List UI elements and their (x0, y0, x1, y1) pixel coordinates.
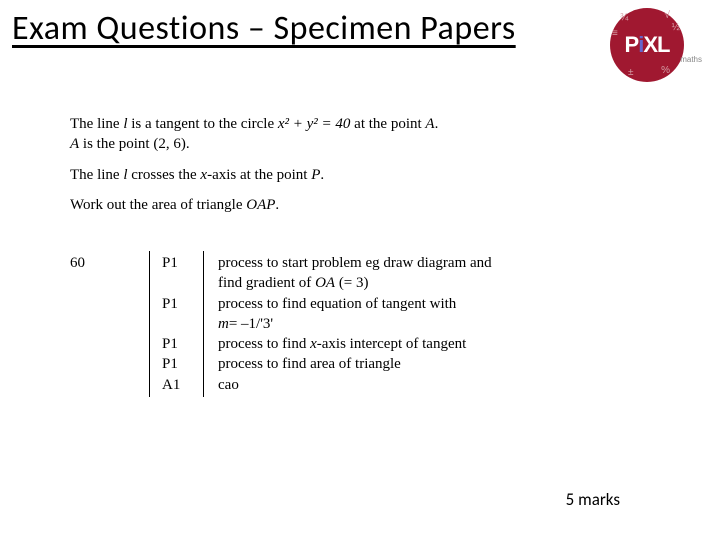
question-line-2: The line l crosses the x-axis at the poi… (70, 165, 650, 185)
ms-code: P1 (162, 334, 193, 354)
ms-desc: process to find equation of tangent with… (218, 294, 650, 335)
logo-text: PiXL (625, 32, 670, 58)
logo: ¾ √ ½ % ± ≡ PiXL maths (610, 8, 700, 82)
question-line-1: The line l is a tangent to the circle x²… (70, 114, 650, 155)
logo-circle: ¾ √ ½ % ± ≡ PiXL (610, 8, 684, 82)
ms-desc: process to find x-axis intercept of tang… (218, 334, 650, 354)
content-area: The line l is a tangent to the circle x²… (0, 82, 720, 397)
mark-scheme-table: 60 P1 P1 P1 P1 A1 process to start probl… (70, 251, 650, 397)
ms-desc: process to start problem eg draw diagram… (218, 253, 650, 294)
page-title: Exam Questions – Specimen Papers (12, 8, 516, 49)
ms-desc: cao (218, 375, 650, 395)
logo-suffix: maths (680, 55, 702, 64)
ms-answer-col: 60 (70, 251, 150, 397)
ms-answer: 60 (70, 253, 141, 273)
ms-code-col: P1 P1 P1 P1 A1 (150, 251, 204, 397)
question-line-3: Work out the area of triangle OAP. (70, 195, 650, 215)
ms-desc: process to find area of triangle (218, 354, 650, 374)
ms-code: P1 (162, 253, 193, 273)
marks-label: 5 marks (566, 489, 620, 510)
ms-code: P1 (162, 354, 193, 374)
ms-desc-col: process to start problem eg draw diagram… (204, 251, 650, 397)
ms-code: A1 (162, 375, 193, 395)
ms-code: P1 (162, 294, 193, 314)
